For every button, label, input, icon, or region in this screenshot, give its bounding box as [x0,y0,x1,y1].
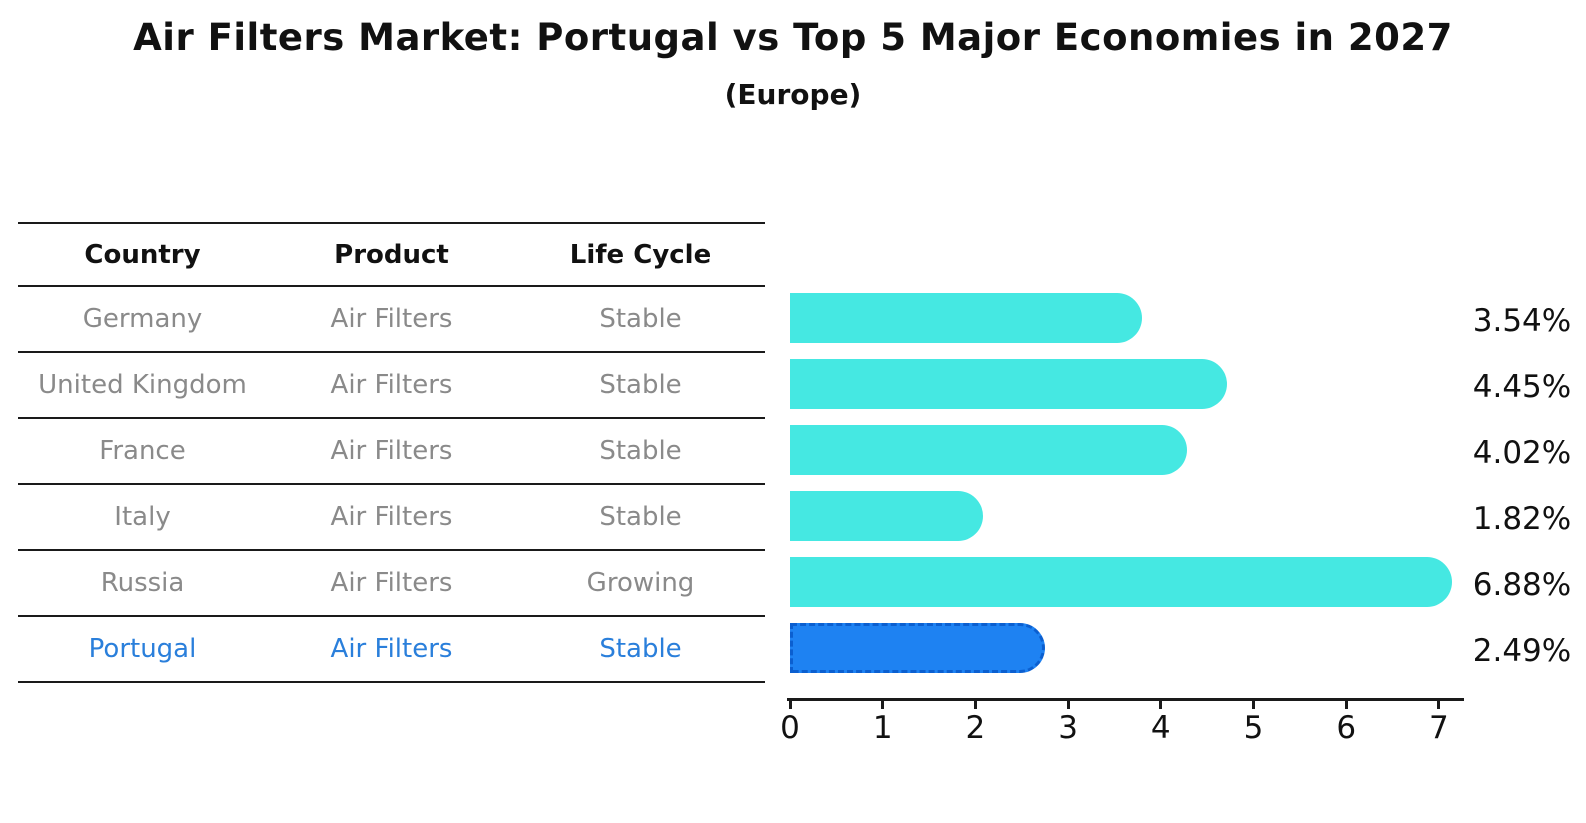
cell-life-cycle: Stable [599,634,682,664]
bar-russia [790,557,1452,607]
bar-germany [790,293,1143,343]
x-axis-tick-label: 1 [872,710,893,746]
x-axis-tick-label: 5 [1243,710,1264,746]
bar-value-label: 2.49% [1472,633,1572,669]
bar-united-kingdom [790,359,1227,409]
x-axis-tick-label: 6 [1336,710,1357,746]
x-axis-line [787,698,1464,701]
x-axis-tick [1344,700,1348,709]
bar-france [790,425,1187,475]
x-axis-tick-label: 3 [1058,710,1078,746]
x-axis-tick [881,700,885,709]
cell-product: Air Filters [330,568,453,598]
bar-value-label: 4.02% [1472,435,1572,471]
x-axis-tick [973,700,977,709]
x-axis-tick [1066,700,1070,709]
cell-country: Russia [100,568,185,598]
cell-country: Portugal [88,634,197,664]
x-axis-tick [788,700,792,709]
x-axis-tick-label: 0 [780,710,800,746]
x-axis-tick [1252,700,1255,709]
x-axis-tick-label: 4 [1150,710,1171,746]
x-axis-tick [1437,700,1441,709]
table-row: France Air Filters Stable [18,419,765,485]
cell-product: Air Filters [330,502,453,532]
bar-value-label: 4.45% [1472,369,1572,405]
col-header-product: Product [334,239,449,270]
x-axis-tick-label: 2 [965,710,986,746]
table-header-row: Country Product Life Cycle [18,224,765,287]
cell-life-cycle: Stable [599,436,682,466]
bar-italy [790,491,983,541]
cell-life-cycle: Stable [599,304,682,334]
cell-country: Italy [114,502,171,532]
chart-title: Air Filters Market: Portugal vs Top 5 Ma… [133,16,1453,59]
bar-value-label: 1.82% [1472,501,1572,537]
cell-product: Air Filters [330,370,453,400]
table-row-portugal-highlighted: Portugal Air Filters Stable [18,617,765,683]
bar-value-label: 3.54% [1472,303,1572,339]
cell-life-cycle: Stable [599,502,682,532]
country-table: Country Product Life Cycle Germany Air F… [18,222,765,683]
chart-subtitle: (Europe) [724,78,862,111]
cell-product: Air Filters [330,634,453,664]
cell-country: United Kingdom [38,370,247,400]
bar-portugal [790,623,1045,673]
table-row: Italy Air Filters Stable [18,485,765,551]
cell-product: Air Filters [330,436,453,466]
cell-product: Air Filters [330,304,453,334]
col-header-country: Country [84,239,201,270]
col-header-lifecycle: Life Cycle [569,239,712,270]
cell-life-cycle: Stable [599,370,682,400]
table-row: Germany Air Filters Stable [18,287,765,353]
cell-country: France [99,436,186,466]
cell-country: Germany [82,304,203,334]
x-axis-tick-label: 7 [1429,710,1449,746]
table-row: United Kingdom Air Filters Stable [18,353,765,419]
bar-value-label: 6.88% [1472,567,1572,603]
cell-life-cycle: Growing [586,568,695,598]
table-row: Russia Air Filters Growing [18,551,765,617]
x-axis-tick [1159,700,1163,709]
